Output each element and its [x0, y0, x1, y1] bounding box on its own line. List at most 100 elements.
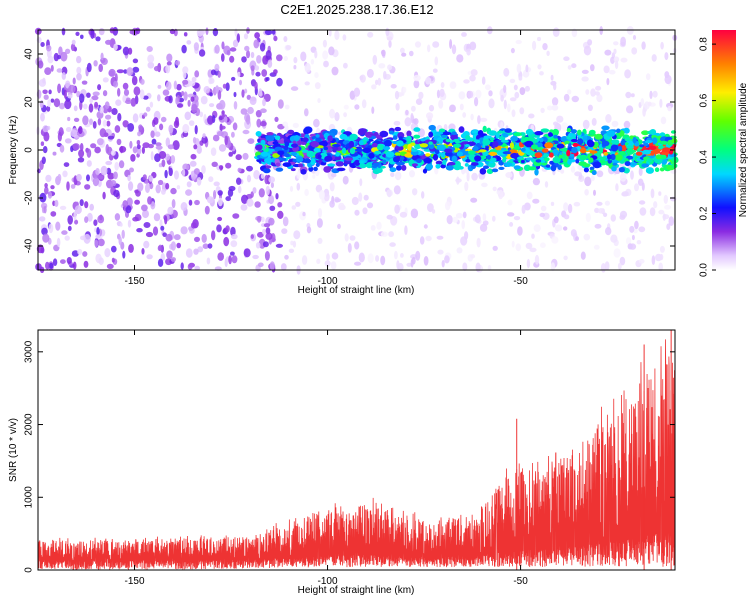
spectrogram-cell [232, 213, 240, 219]
spectrogram-cell [554, 224, 563, 232]
snr-frame [37, 329, 676, 571]
spectrogram-cell [77, 248, 83, 255]
spectrogram-cell [48, 89, 52, 95]
spectrogram-cell [507, 103, 511, 113]
spectrogram-cell [347, 243, 352, 253]
spectrogram-cell [237, 71, 241, 78]
spectrogram-cell [86, 62, 92, 73]
spectrogram-cell [192, 94, 199, 103]
spectrogram-cell [310, 158, 316, 166]
spectrogram-cell [574, 171, 582, 177]
spectrogram-cell [327, 135, 333, 142]
spectrogram-cell [477, 130, 484, 136]
spectrogram-cell [444, 201, 451, 211]
spectrogram-cell [260, 173, 265, 179]
spectrogram-cell [492, 245, 498, 251]
spectrogram-cell [520, 147, 526, 152]
spectrogram-cell [442, 159, 447, 165]
spectrogram-cell [226, 49, 231, 56]
spectrogram-cell [86, 160, 92, 167]
spectrogram-cell [313, 166, 318, 172]
spectrogram-cell [571, 63, 577, 69]
spectrogram-cell [180, 226, 188, 235]
spectrogram-cell [118, 236, 122, 246]
spectrogram-cell [516, 63, 522, 74]
spectrogram-cell [372, 54, 378, 65]
colorbar-tick-label: 0.2 [699, 206, 710, 220]
spectrogram-cell [53, 98, 61, 108]
spectrogram-cell [59, 205, 67, 210]
spectrogram-cell [50, 211, 57, 217]
spectrogram-cell [533, 224, 541, 233]
spectrogram-panel: -150 -100 -50 40 20 0 -20 -40 Height of straig… [8, 26, 679, 296]
spectrogram-cell [217, 252, 224, 261]
colorbar-tick-label: 0.0 [699, 263, 710, 277]
spectrogram-cell [76, 90, 81, 98]
spectrogram-cell [571, 147, 578, 154]
spectrogram-cell [584, 189, 589, 196]
spectrogram-cell [510, 152, 519, 159]
spectrogram-cell [60, 51, 68, 62]
spectrogram-cell [241, 89, 245, 98]
spectrogram-cell [650, 188, 655, 199]
spectrogram-cell [645, 73, 651, 81]
spectrogram-cell [459, 103, 464, 111]
spectrogram-cell [515, 243, 522, 252]
spectrogram-cell [394, 171, 402, 181]
spectrogram-cell [259, 42, 266, 52]
spectrogram-cell [659, 245, 665, 253]
spectrogram-cell [256, 55, 262, 64]
spectrogram-cell [76, 173, 82, 182]
spectrogram-cell [608, 69, 616, 75]
spectrogram-cell [263, 223, 271, 228]
spectrogram-cell [524, 85, 531, 92]
spectrogram-cell [556, 144, 565, 149]
spectrogram-cell [441, 260, 445, 268]
spectrogram-cell [194, 265, 200, 271]
spectrogram-cell [194, 236, 200, 243]
spectrogram-cell [500, 94, 504, 102]
spectrogram-cell [213, 181, 220, 187]
spectrogram-cell [243, 248, 251, 258]
spectrogram-cell [432, 153, 439, 161]
spectrogram-cell [471, 162, 478, 166]
spectrogram-cell [126, 67, 134, 76]
spectrogram-cell [659, 98, 663, 108]
spectrogram-cell [90, 143, 97, 149]
spectrogram-cell [482, 138, 491, 146]
spectrogram-cell [354, 148, 364, 152]
spectrogram-cell [139, 89, 145, 100]
spectrogram-cell [658, 191, 662, 196]
spectrogram-cell [572, 142, 579, 147]
spectrogram-cell [152, 226, 159, 236]
x-tick-label: -150 [125, 576, 145, 587]
y-tick-label: -40 [24, 238, 35, 253]
spectrogram-cell [221, 53, 225, 62]
spectrogram-cell [46, 105, 51, 112]
spectrogram-cell [520, 159, 525, 164]
spectrogram-cell [567, 203, 573, 214]
spectrogram-cell [202, 243, 209, 249]
spectrogram-cell [629, 243, 637, 250]
spectrogram-cell [497, 150, 506, 156]
spectrogram-cell [444, 255, 450, 264]
spectrogram-cell [399, 211, 408, 218]
spectrogram-cell [221, 110, 225, 116]
spectrogram-cell [537, 64, 542, 70]
spectrogram-cell [160, 116, 167, 123]
spectrogram-cell [659, 167, 665, 172]
spectrogram-cell [481, 76, 486, 85]
spectrogram-cell [71, 39, 76, 45]
spectrogram-cell [265, 165, 272, 169]
spectrogram-cell [422, 168, 428, 174]
spectrogram-cell [514, 91, 520, 99]
spectrogram-cell [191, 76, 197, 83]
spectrogram-cell [165, 182, 170, 190]
spectrogram-cell [552, 156, 561, 164]
spectrogram-cell [654, 157, 663, 164]
spectrogram-cell [62, 170, 68, 178]
spectrogram-cell [354, 104, 360, 110]
spectrogram-cell [92, 91, 100, 97]
spectrogram-cell [135, 27, 141, 35]
spectrogram-cell [342, 34, 347, 41]
